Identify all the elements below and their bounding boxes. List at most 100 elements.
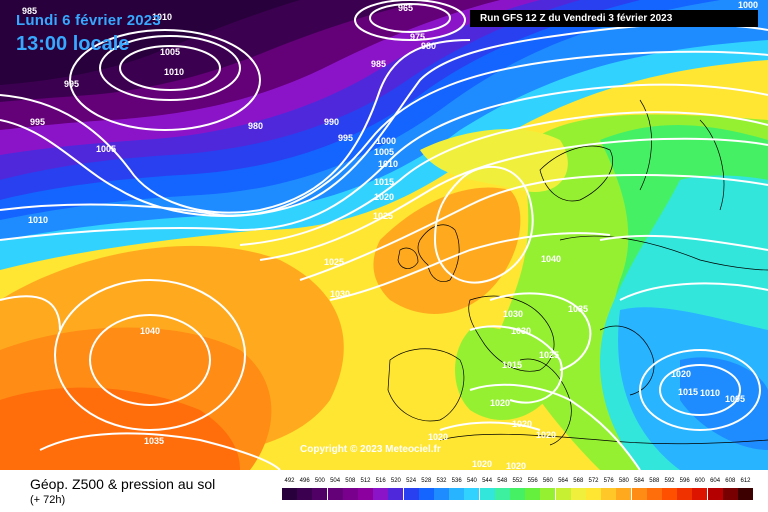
isobar-label: 1010 — [152, 12, 172, 22]
scale-tick-label: 492 — [284, 478, 295, 484]
scale-tick-label: 504 — [330, 478, 341, 484]
scale-tick-label: 612 — [740, 478, 751, 484]
isobar-label: 1030 — [511, 326, 531, 336]
scale-swatch — [586, 488, 601, 500]
scale-tick-label: 600 — [694, 478, 705, 484]
scale-swatch — [646, 488, 662, 500]
scale-swatch — [510, 488, 525, 500]
isobar-label: 1025 — [539, 350, 559, 360]
scale-swatch — [327, 488, 343, 500]
isobar-label: 985 — [371, 59, 386, 69]
isobar-label: 1020 — [506, 461, 526, 470]
scale-tick-label: 548 — [497, 478, 508, 484]
scale-swatch — [342, 488, 358, 500]
scale-swatch — [479, 488, 495, 500]
isobar-label: 1025 — [373, 211, 393, 221]
isobar-label: 1030 — [330, 289, 350, 299]
isobar-label: 1005 — [96, 144, 116, 154]
scale-tick-label: 524 — [406, 478, 417, 484]
scale-tick-label: 520 — [390, 478, 401, 484]
isobar-label: 1015 — [502, 360, 522, 370]
scale-tick-label: 528 — [421, 478, 432, 484]
scale-swatch — [692, 488, 708, 500]
scale-tick-label: 508 — [345, 478, 356, 484]
run-info: Run GFS 12 Z du Vendredi 3 février 2023 — [470, 10, 758, 27]
scale-swatch — [525, 488, 541, 500]
scale-swatch — [312, 488, 328, 500]
geopotential-field — [0, 0, 768, 470]
scale-tick-label: 536 — [451, 478, 462, 484]
isobar-label: 1030 — [503, 309, 523, 319]
forecast-time: 13:00 locale — [16, 33, 130, 55]
isobar-label: 965 — [398, 3, 413, 13]
scale-tick-label: 572 — [588, 478, 599, 484]
isobar-label: 1005 — [160, 47, 180, 57]
scale-tick-label: 560 — [542, 478, 553, 484]
isobar-label: 990 — [324, 117, 339, 127]
isobar-label: 1020 — [428, 432, 448, 442]
scale-swatch — [373, 488, 389, 500]
isobar-label: 1010 — [164, 67, 184, 77]
copyright-notice: Copyright © 2023 Meteociel.fr — [300, 444, 441, 455]
scale-tick-label: 540 — [466, 478, 477, 484]
scale-tick-label: 576 — [603, 478, 614, 484]
scale-tick-label: 604 — [710, 478, 721, 484]
scale-swatch — [570, 488, 586, 500]
weather-map: 985 995 995 1005 1010 1005 1010 1010 985… — [0, 0, 768, 470]
isobar-label: 1020 — [671, 369, 691, 379]
scale-tick-label: 596 — [679, 478, 690, 484]
scale-tick-label: 532 — [436, 478, 447, 484]
scale-swatch — [494, 488, 510, 500]
scale-swatch — [677, 488, 693, 500]
scale-tick-label: 512 — [360, 478, 371, 484]
scale-tick-label: 608 — [725, 478, 736, 484]
isobar-label: 1040 — [140, 326, 160, 336]
isobar-label: 985 — [22, 6, 37, 16]
scale-swatch — [282, 488, 297, 500]
scale-tick-label: 584 — [634, 478, 645, 484]
isobar-label: 980 — [421, 41, 436, 51]
scale-swatch — [358, 488, 373, 500]
forecast-lead: (+ 72h) — [30, 494, 66, 506]
isobar-label: 995 — [30, 117, 45, 127]
scale-swatch — [662, 488, 677, 500]
isobar-label: 1020 — [536, 430, 556, 440]
isobar-label: 1000 — [738, 0, 758, 10]
scale-tick-label: 552 — [512, 478, 523, 484]
scale-swatch — [449, 488, 465, 500]
scale-swatch — [403, 488, 419, 500]
scale-tick-label: 500 — [314, 478, 325, 484]
scale-swatch — [418, 488, 434, 500]
scale-swatch — [540, 488, 556, 500]
scale-tick-label: 496 — [299, 478, 310, 484]
legend-title: Géop. Z500 & pression au sol — [30, 476, 216, 492]
isobar-label: 995 — [64, 79, 79, 89]
scale-swatch — [297, 488, 313, 500]
scale-swatch — [707, 488, 723, 500]
isobar-label: 1035 — [568, 304, 588, 314]
isobar-label: 1010 — [378, 159, 398, 169]
isobar-label: 1020 — [512, 419, 532, 429]
map-canvas: 985 995 995 1005 1010 1005 1010 1010 985… — [0, 0, 768, 470]
forecast-date: Lundi 6 février 2023 — [16, 12, 161, 29]
isobar-label: 1035 — [144, 436, 164, 446]
scale-swatch — [434, 488, 449, 500]
isobar-label: 1015 — [374, 177, 394, 187]
scale-tick-label: 516 — [375, 478, 386, 484]
isobar-label: 1040 — [541, 254, 561, 264]
scale-swatch — [601, 488, 617, 500]
scale-swatch — [722, 488, 738, 500]
isobar-label: 1020 — [374, 192, 394, 202]
isobar-label: 1025 — [324, 257, 344, 267]
isobar-label: 1005 — [374, 147, 394, 157]
isobar-label: 1000 — [376, 136, 396, 146]
isobar-label: 980 — [248, 121, 263, 131]
isobar-label: 1020 — [472, 459, 492, 469]
scale-tick-label: 556 — [527, 478, 538, 484]
scale-tick-label: 588 — [649, 478, 660, 484]
scale-tick-label: 564 — [558, 478, 569, 484]
scale-swatch — [616, 488, 632, 500]
pressure-labels: 985 995 995 1005 1010 1005 1010 1010 985… — [22, 0, 758, 470]
scale-swatch — [738, 488, 753, 500]
isobar-label: 1010 — [700, 388, 720, 398]
